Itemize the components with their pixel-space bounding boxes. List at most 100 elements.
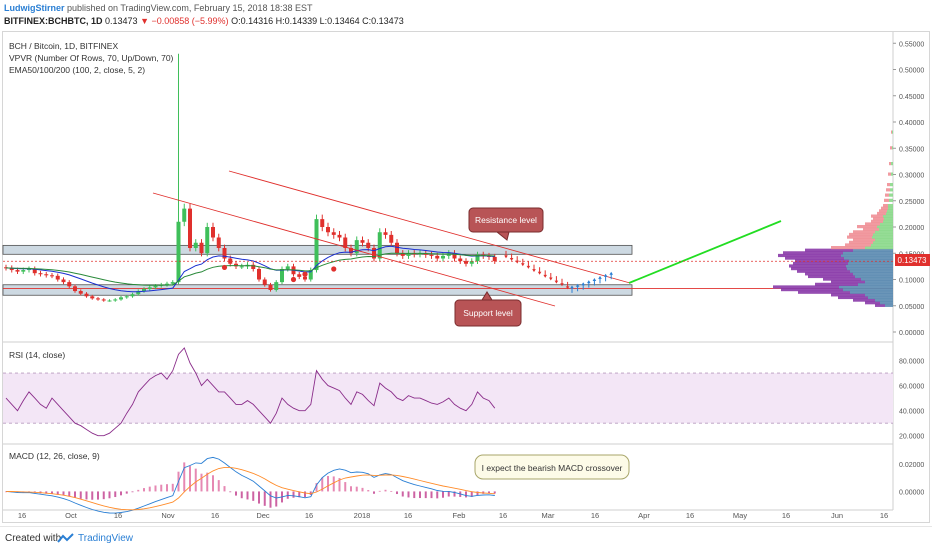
vpvr-bar-down [773, 285, 839, 289]
candle-body [372, 248, 376, 259]
macd-histogram-bar [68, 491, 71, 497]
macd-histogram-bar [384, 489, 387, 492]
vpvr-bar-down [891, 130, 892, 134]
vpvr-bar-down [798, 290, 850, 294]
candle-body [4, 267, 8, 269]
candle-body [308, 270, 313, 280]
macd-histogram-bar [424, 491, 427, 499]
candle-body [27, 269, 31, 271]
axes: 0.55000 0.50000 0.45000 0.40000 0.35000 0.300… [18, 41, 925, 520]
candle-body [458, 258, 463, 262]
x-tick-label: Nov [161, 511, 175, 520]
vpvr-bar-up [865, 280, 893, 284]
candle-body [435, 255, 440, 259]
down-arrow-head [560, 283, 564, 287]
chart-frame [2, 31, 930, 523]
x-tick-label: 16 [305, 511, 313, 520]
up-arrow-head [570, 285, 574, 289]
macd-histogram-bar [378, 490, 381, 492]
y-tick-label: 0.55000 [899, 41, 924, 48]
legend-vpvr: VPVR (Number Of Rows, 70, Up/Down, 70) [9, 53, 174, 63]
vpvr-bar-up [871, 243, 893, 247]
candle-body [464, 261, 468, 264]
candle-body [285, 266, 290, 269]
candle-body [142, 288, 146, 292]
candle-body [234, 263, 238, 267]
vpvr-bar-down [853, 238, 875, 242]
vpvr-bar-up [855, 274, 893, 279]
candle-series [4, 53, 497, 302]
candle-body [303, 276, 307, 280]
vpvr-bar-up [886, 211, 893, 216]
macd-histogram-bar [97, 491, 99, 500]
macd-histogram-bar [189, 466, 191, 492]
candle-body [113, 299, 118, 301]
vpvr-bar-up [865, 246, 893, 250]
publish-header: LudwigStirner published on TradingView.c… [0, 0, 932, 30]
macd-histogram-bar [120, 491, 122, 496]
vpvr-bar-down [805, 272, 853, 276]
macd-histogram-bar [367, 490, 370, 492]
candle-body [216, 237, 221, 248]
vpvr-bar-down [785, 256, 844, 260]
macd-histogram-bar [194, 468, 197, 492]
candle-body [257, 269, 261, 280]
candle-body [452, 253, 457, 259]
candle-body [423, 253, 428, 255]
candle-body [475, 254, 480, 262]
vpvr-bar-up [873, 240, 893, 244]
up-arrow-head [603, 273, 608, 277]
x-tick-label: Feb [453, 511, 466, 520]
vpvr-bar-up [875, 238, 893, 242]
macd-histogram-bar [350, 486, 352, 492]
macd-histogram-bar [447, 491, 450, 497]
vpvr-bar-down [805, 248, 853, 252]
candle-body [107, 300, 112, 302]
vpvr-bar-up [890, 183, 893, 187]
support-callout[interactable]: Support level [454, 291, 522, 327]
macd-title: MACD (12, 26, close, 9) [9, 451, 100, 461]
macd-histogram-bar [74, 491, 76, 498]
rsi-pane: 80.0000 60.0000 40.0000 20.0000 [3, 347, 924, 441]
author-link[interactable]: LudwigStirner [4, 3, 65, 13]
y-tick-label: 0.50000 [899, 68, 924, 75]
macd-histogram-bar [62, 491, 65, 496]
x-tick-label: 16 [782, 511, 790, 520]
candle-body [314, 219, 319, 271]
vpvr-bar-down [883, 204, 888, 208]
candle-body [130, 294, 135, 297]
macd-histogram-bar [160, 484, 163, 492]
vpvr-bar-down [879, 209, 887, 213]
vpvr-bar-up [847, 267, 893, 271]
macd-histogram-bar [390, 490, 393, 492]
macd-histogram-bar [246, 491, 249, 500]
last-price: 0.13473 [105, 16, 138, 26]
lower-channel-line [152, 192, 556, 307]
x-tick-label: 16 [880, 511, 888, 520]
macd-histogram-bar [206, 472, 209, 492]
vpvr-bar-down [808, 274, 855, 279]
macd-histogram-bar [292, 491, 295, 498]
vpvr-bar-down [890, 146, 892, 150]
macd-histogram-bar [125, 491, 128, 494]
candle-body [21, 270, 26, 272]
macd-histogram-bar [166, 484, 168, 492]
candle-body [38, 273, 43, 275]
macd-histogram-bar [51, 491, 53, 494]
macd-note-callout[interactable]: I expect the bearish MACD crossover [474, 454, 630, 480]
vpvr-bar-up [843, 251, 893, 255]
y-tick-label: 0.25000 [899, 199, 924, 206]
vpvr-bar-up [877, 225, 893, 229]
tradingview-brand[interactable]: TradingView [78, 533, 134, 544]
vpvr-bar-down [781, 288, 843, 292]
macd-histogram-bar [258, 491, 260, 504]
vpvr-bar-up [849, 259, 893, 263]
candle-body [326, 227, 330, 233]
vpvr-bar-up [885, 303, 893, 307]
candle-body [124, 296, 129, 298]
up-arrow-head [609, 271, 613, 275]
resistance-callout[interactable]: Resistance level [468, 207, 544, 241]
up-arrow-head [587, 280, 591, 284]
candle-body [400, 253, 405, 256]
